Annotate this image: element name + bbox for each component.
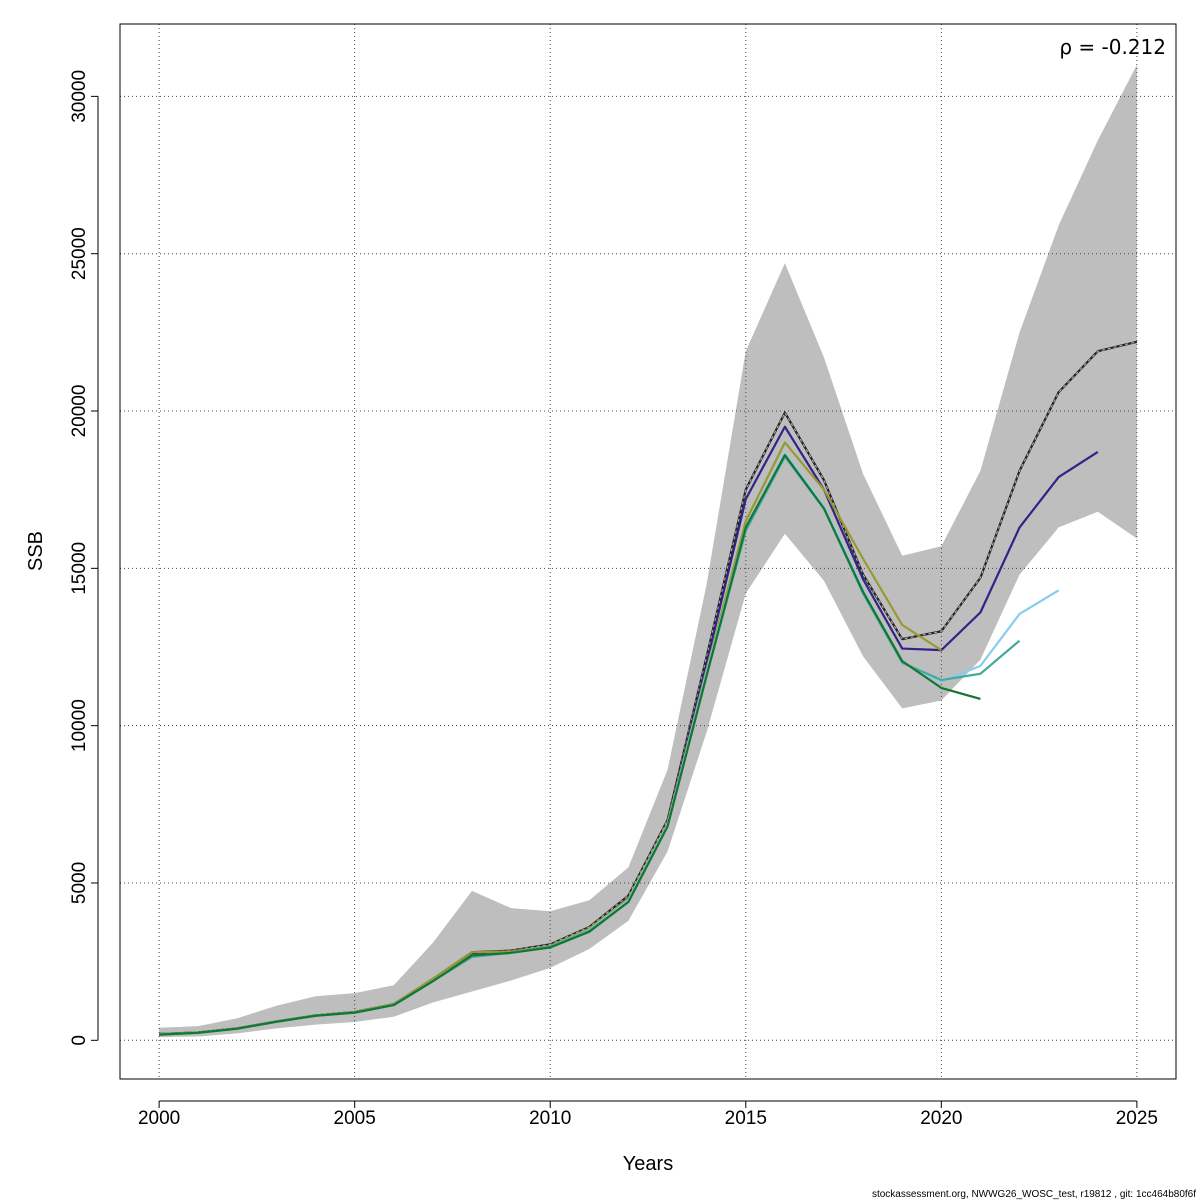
y-tick-label: 10000 [69,699,90,752]
y-axis-title: SSB [25,531,47,571]
footer-text: stockassessment.org, NWWG26_WOSC_test, r… [872,1189,1196,1200]
y-tick-label: 20000 [69,385,90,438]
confidence-band-layer [159,64,1137,1038]
series-layer [159,340,1138,1036]
rho-annotation: ρ = -0.212 [1059,35,1166,59]
y-tick-label: 15000 [69,542,90,595]
confidence-band [159,64,1137,1038]
series-line-6 [159,453,981,1036]
y-tick-label: 0 [69,1035,90,1046]
x-axis-title: Years [623,1153,673,1175]
x-tick-label: 2020 [920,1108,962,1129]
x-tick-label: 2015 [725,1108,767,1129]
x-tick-label: 2005 [334,1108,376,1129]
x-tick-label: 2010 [529,1108,571,1129]
y-tick-label: 25000 [69,227,90,280]
plot-frame [119,23,1177,1080]
x-tick-label: 2000 [138,1108,180,1129]
axis-layer: 2000 2005 2010 2015 2020 2025 0 5000 10000 15000 2… [69,70,1158,1129]
series-line-4 [159,452,1060,1036]
y-tick-label: 30000 [69,70,90,123]
y-tick-label: 5000 [69,862,90,904]
x-tick-label: 2025 [1116,1108,1158,1129]
